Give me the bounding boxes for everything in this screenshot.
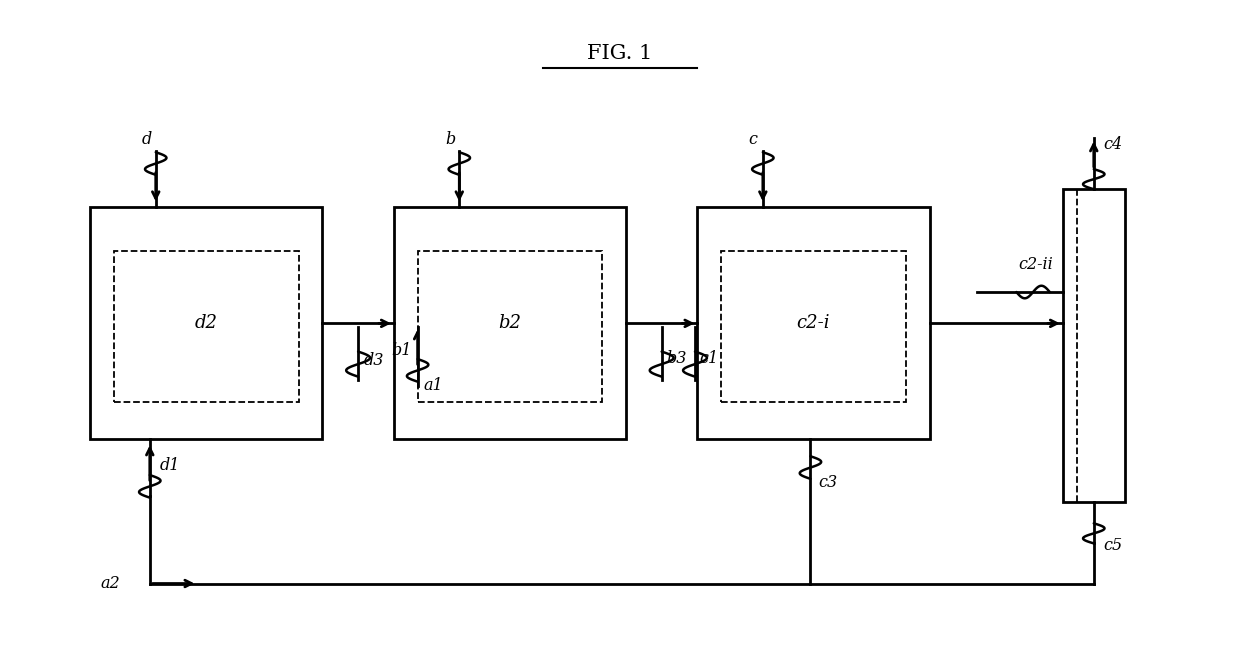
Bar (418, 251, 603, 402)
Text: d: d (141, 131, 151, 148)
Text: c: c (749, 131, 758, 148)
Text: c1: c1 (699, 350, 719, 367)
Bar (91, 208, 322, 439)
Text: d3: d3 (365, 351, 384, 368)
Text: c2-i: c2-i (796, 314, 831, 332)
Text: d1: d1 (159, 457, 180, 474)
Text: a1: a1 (424, 377, 443, 394)
Text: c4: c4 (1104, 136, 1122, 153)
Bar (722, 251, 905, 402)
Text: d2: d2 (195, 314, 218, 332)
Text: b3: b3 (666, 350, 687, 367)
Bar (1063, 189, 1125, 502)
Text: b1: b1 (392, 342, 412, 359)
Text: c5: c5 (1104, 537, 1122, 554)
Bar (114, 251, 299, 402)
Text: b: b (445, 131, 455, 148)
Text: FIG. 1: FIG. 1 (588, 44, 652, 63)
Bar (394, 208, 626, 439)
Text: c3: c3 (818, 474, 838, 491)
Bar (697, 208, 930, 439)
Text: c2-ii: c2-ii (1018, 256, 1053, 273)
Text: b2: b2 (498, 314, 521, 332)
Text: a2: a2 (100, 575, 120, 592)
